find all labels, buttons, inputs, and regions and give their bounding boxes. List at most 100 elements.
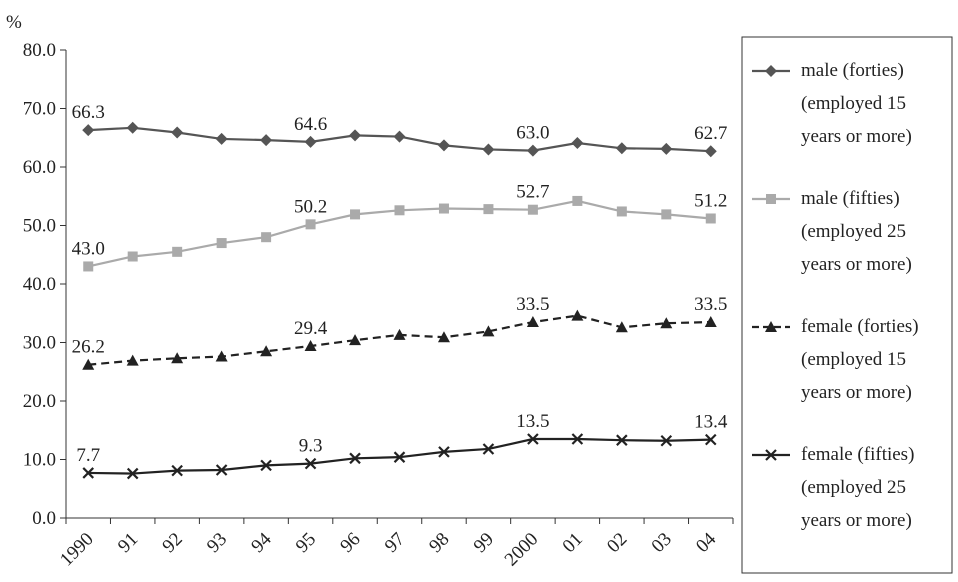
series-4-point xyxy=(126,467,139,480)
series-2-data-label: 43.0 xyxy=(72,238,105,259)
y-unit-label: % xyxy=(6,12,22,33)
series-1-point xyxy=(526,144,539,157)
series-4-point xyxy=(704,433,717,446)
series-3-data-label: 26.2 xyxy=(72,337,105,358)
series-3-point xyxy=(393,328,406,340)
x-tick-label: 98 xyxy=(425,529,453,557)
series-1-point xyxy=(571,137,584,150)
series-1-point xyxy=(260,134,273,147)
series-3-point xyxy=(704,316,717,328)
series-1-point xyxy=(82,124,95,137)
series-2-point xyxy=(661,209,672,220)
series-2-point xyxy=(616,206,627,217)
legend-label-1: (employed 15 xyxy=(801,93,906,114)
series-1-point xyxy=(660,142,673,155)
legend-label-4: years or more) xyxy=(801,510,912,531)
series-4-point xyxy=(82,467,95,479)
series-4-point xyxy=(482,443,495,455)
series-4-data-label: 7.7 xyxy=(76,445,100,466)
series-layer xyxy=(82,121,717,480)
series-4-point xyxy=(349,452,361,465)
x-tick-label: 04 xyxy=(692,528,721,557)
series-2-point xyxy=(705,213,716,224)
series-3-point xyxy=(126,354,139,366)
series-3-point xyxy=(482,325,495,337)
series-3-point xyxy=(349,334,362,346)
series-2-data-label: 51.2 xyxy=(694,190,727,211)
y-tick-label: 60.0 xyxy=(23,157,56,178)
series-2-data-label: 50.2 xyxy=(294,196,327,217)
x-tick-label: 96 xyxy=(336,529,364,557)
series-1-point xyxy=(393,130,406,143)
x-tick-label: 92 xyxy=(158,529,186,557)
x-tick-label: 2000 xyxy=(501,529,543,571)
series-1-data-label: 66.3 xyxy=(72,102,105,123)
y-tick-label: 20.0 xyxy=(23,391,56,412)
series-2-data-label: 52.7 xyxy=(516,182,549,203)
series-3-point xyxy=(171,352,184,364)
x-tick-label: 99 xyxy=(470,529,498,557)
series-3-data-label: 33.5 xyxy=(694,294,727,315)
series-1-point xyxy=(171,126,184,139)
series-4-point xyxy=(571,433,584,445)
y-tick-labels: 0.0 10.0 20.0 30.0 40.0 50.0 60.0 70.0 80.0 xyxy=(23,40,56,529)
series-3-point xyxy=(82,358,95,370)
legend-marker-4 xyxy=(765,449,777,461)
legend-marker-3 xyxy=(765,321,777,332)
series-4-point xyxy=(393,451,406,463)
series-3-point xyxy=(260,345,273,357)
series-1-point xyxy=(349,129,362,142)
legend-label-3: (employed 15 xyxy=(801,349,906,370)
series-4-point xyxy=(171,464,183,477)
legend-label-1: years or more) xyxy=(801,126,912,147)
x-tick-labels: 1990 91 92 93 94 95 96 97 98 99 2000 01 02 03 04 xyxy=(56,528,721,570)
legend-label-1: male (forties) xyxy=(801,60,904,81)
legend-box xyxy=(741,36,953,574)
legend: male (forties) (employed 15 years or more)… xyxy=(741,36,953,574)
series-3-data-label: 33.5 xyxy=(516,294,549,315)
series-1-data-label: 64.6 xyxy=(294,114,327,135)
series-4-data-label: 13.5 xyxy=(516,411,549,432)
x-tick-label: 01 xyxy=(559,529,587,557)
legend-label-3: years or more) xyxy=(801,382,912,403)
series-4-point xyxy=(260,459,272,472)
x-tick-label: 93 xyxy=(203,529,231,557)
series-3-point xyxy=(215,350,228,362)
y-tick-label: 80.0 xyxy=(23,40,56,61)
axes xyxy=(60,49,734,524)
legend-label-4: (employed 25 xyxy=(801,477,906,498)
series-2-point xyxy=(305,219,316,230)
series-4-point xyxy=(527,433,539,445)
series-1-point xyxy=(304,135,317,148)
series-3-point xyxy=(526,316,539,328)
x-tick-label: 95 xyxy=(292,529,320,557)
series-4-point xyxy=(304,457,317,470)
series-1-point xyxy=(126,121,139,134)
legend-marker-2 xyxy=(766,194,776,204)
legend-label-2: (employed 25 xyxy=(801,221,906,242)
x-tick-label: 03 xyxy=(648,529,676,557)
series-line-3 xyxy=(88,314,711,366)
series-2-point xyxy=(216,238,227,249)
series-1-data-label: 63.0 xyxy=(516,123,549,144)
legend-label-4: female (fifties) xyxy=(801,444,914,465)
x-tick-label: 97 xyxy=(381,529,409,557)
series-2-point xyxy=(350,209,361,220)
y-tick-label: 40.0 xyxy=(23,274,56,295)
legend-label-2: male (fifties) xyxy=(801,188,900,209)
series-4-point xyxy=(660,435,673,447)
legend-label-3: female (forties) xyxy=(801,316,919,337)
series-2-point xyxy=(261,232,272,243)
y-tick-label: 10.0 xyxy=(23,450,56,471)
x-tick-label: 91 xyxy=(114,529,142,557)
series-2-point xyxy=(83,261,94,272)
series-3-point xyxy=(304,340,317,352)
series-1-point xyxy=(615,142,628,155)
series-2-point xyxy=(394,205,405,216)
x-tick-label: 94 xyxy=(247,528,276,557)
series-3-point xyxy=(437,331,450,343)
series-4-point xyxy=(438,446,450,458)
data-labels: 66.3 64.6 63.0 62.7 43.0 50.2 52.7 51.2 26.2 29.4… xyxy=(72,102,728,466)
